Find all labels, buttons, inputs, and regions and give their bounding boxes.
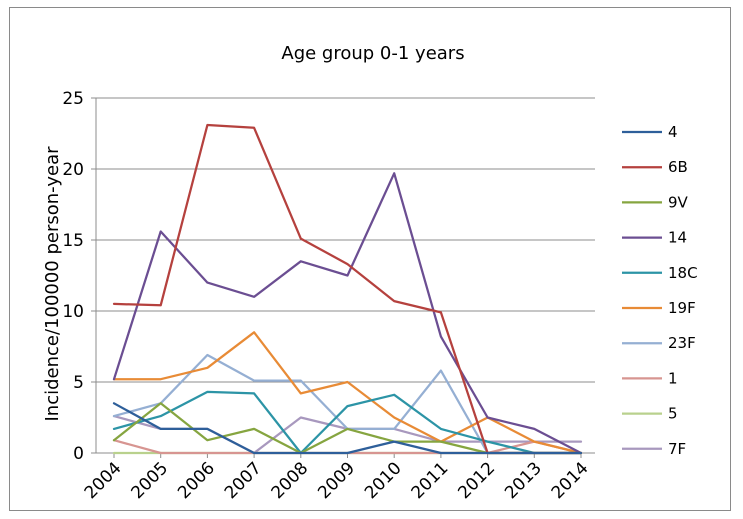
- legend-label-19F: 19F: [668, 299, 696, 317]
- legend-label-5: 5: [668, 405, 678, 423]
- legend-label-23F: 23F: [668, 334, 696, 352]
- x-tick-label: 2014: [548, 458, 593, 503]
- legend-label-14: 14: [668, 229, 687, 247]
- chart-area: Age group 0-1 years 0 5 10 15 20 25 2004 2005 2…: [9, 7, 731, 511]
- series-line-19F: [112, 331, 583, 455]
- x-tick-label: 2007: [221, 458, 266, 503]
- series-line-14: [112, 172, 583, 455]
- legend-label-4: 4: [668, 123, 678, 141]
- x-tick-label: 2006: [174, 458, 219, 503]
- legend: 4 6B 9V 14 18C 19F 23F 1 5 7F: [622, 123, 698, 458]
- gridlines: [96, 97, 595, 383]
- x-tick-label: 2010: [361, 458, 406, 503]
- legend-label-7F: 7F: [668, 440, 686, 458]
- legend-label-1: 1: [668, 369, 678, 387]
- x-tick-labels: 2004 2005 2006 2007 2008 2009 2010 2011 2012 2013…: [81, 458, 593, 503]
- y-tick-labels: 0 5 10 15 20 25: [62, 89, 84, 464]
- x-tick-label: 2009: [314, 458, 359, 503]
- y-tick-label: 20: [62, 160, 84, 180]
- legend-label-18C: 18C: [668, 264, 698, 282]
- x-tick-label: 2013: [501, 458, 546, 503]
- legend-label-6B: 6B: [668, 158, 688, 176]
- x-tick-label: 2004: [81, 458, 126, 503]
- series-lines: [112, 123, 583, 455]
- y-tick-label: 15: [62, 231, 84, 251]
- y-tick-label: 5: [73, 373, 84, 393]
- x-tick-label: 2012: [454, 458, 499, 503]
- series-line-18C: [112, 390, 583, 455]
- y-tick-label: 0: [73, 444, 84, 464]
- x-tick-label: 2005: [127, 458, 172, 503]
- y-tick-label: 10: [62, 302, 84, 322]
- chart-title: Age group 0-1 years: [281, 43, 464, 64]
- legend-label-9V: 9V: [668, 193, 689, 211]
- y-tick-label: 25: [62, 89, 84, 109]
- x-tick-label: 2008: [268, 458, 313, 503]
- y-axis-label: Incidence/100000 person-year: [42, 146, 63, 422]
- x-tick-label: 2011: [408, 458, 453, 503]
- series-line-4: [112, 402, 583, 455]
- axes: [91, 97, 595, 458]
